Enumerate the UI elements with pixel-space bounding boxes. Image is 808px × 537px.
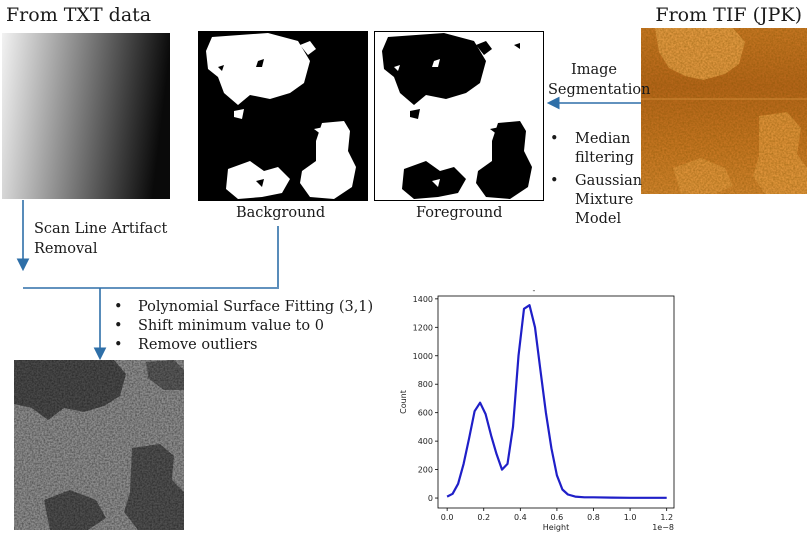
background-caption: Background	[236, 205, 326, 221]
x-tick-label: 1.2	[660, 513, 673, 522]
segmentation-label-line1: Image	[571, 62, 617, 78]
scanline-label: Scan Line Artifact Removal	[34, 219, 167, 259]
x-axis-label: Height	[543, 523, 569, 532]
segmentation-label-line2: Segmentation	[548, 82, 651, 98]
y-axis-label: Count	[399, 390, 408, 414]
method-median-filtering: Median filtering	[550, 130, 642, 168]
heading-txt-data: From TXT data	[6, 4, 152, 26]
y-tick-label: 800	[418, 380, 433, 389]
afm-tif-image	[641, 28, 807, 194]
y-tick-label: 1000	[413, 352, 433, 361]
x-axis-offset-label: 1e−8	[652, 523, 674, 532]
height-histogram-chart: - 0 200 400 600 800 1000 1200 1400 0.0 0.2 0.4 0.6…	[399, 286, 675, 532]
plot-frame	[437, 295, 675, 509]
y-tick-label: 400	[418, 437, 433, 446]
foreground-caption: Foreground	[416, 205, 503, 221]
x-tick-label: 0.2	[477, 513, 490, 522]
x-tick-label: 1.0	[624, 513, 637, 522]
processing-steps-list: Polynomial Surface Fitting (3,1) Shift m…	[114, 298, 373, 355]
y-tick-label: 0	[428, 494, 433, 503]
x-axis-ticks: 0.0 0.2 0.4 0.6 0.8 1.0 1.2	[441, 508, 673, 522]
raw-height-image	[2, 33, 170, 199]
x-tick-label: 0.8	[587, 513, 600, 522]
segmentation-methods-list: Median filtering Gaussian Mixture Model	[550, 130, 642, 233]
y-tick-label: 600	[418, 409, 433, 418]
x-tick-label: 0.6	[551, 513, 564, 522]
scanline-label-line2: Removal	[34, 241, 98, 257]
chart-title: -	[533, 286, 536, 295]
processed-height-image	[14, 360, 184, 530]
step-shift-min: Shift minimum value to 0	[114, 317, 373, 336]
y-tick-label: 1200	[413, 323, 433, 332]
background-mask-image	[198, 31, 368, 201]
y-axis-ticks: 0 200 400 600 800 1000 1200 1400	[413, 295, 438, 503]
height-count-line	[446, 304, 667, 499]
scanline-label-line1: Scan Line Artifact	[34, 221, 168, 237]
step-remove-outliers: Remove outliers	[114, 336, 373, 355]
y-tick-label: 1400	[413, 295, 433, 304]
x-tick-label: 0.0	[441, 513, 454, 522]
method-gmm: Gaussian Mixture Model	[550, 172, 642, 229]
foreground-mask-image	[374, 31, 544, 201]
step-polynomial-fit: Polynomial Surface Fitting (3,1)	[114, 298, 373, 317]
heading-tif-jpk: From TIF (JPK)	[655, 4, 802, 26]
segmentation-label: Image Segmentation	[548, 60, 651, 100]
x-tick-label: 0.4	[514, 513, 527, 522]
y-tick-label: 200	[418, 466, 433, 475]
